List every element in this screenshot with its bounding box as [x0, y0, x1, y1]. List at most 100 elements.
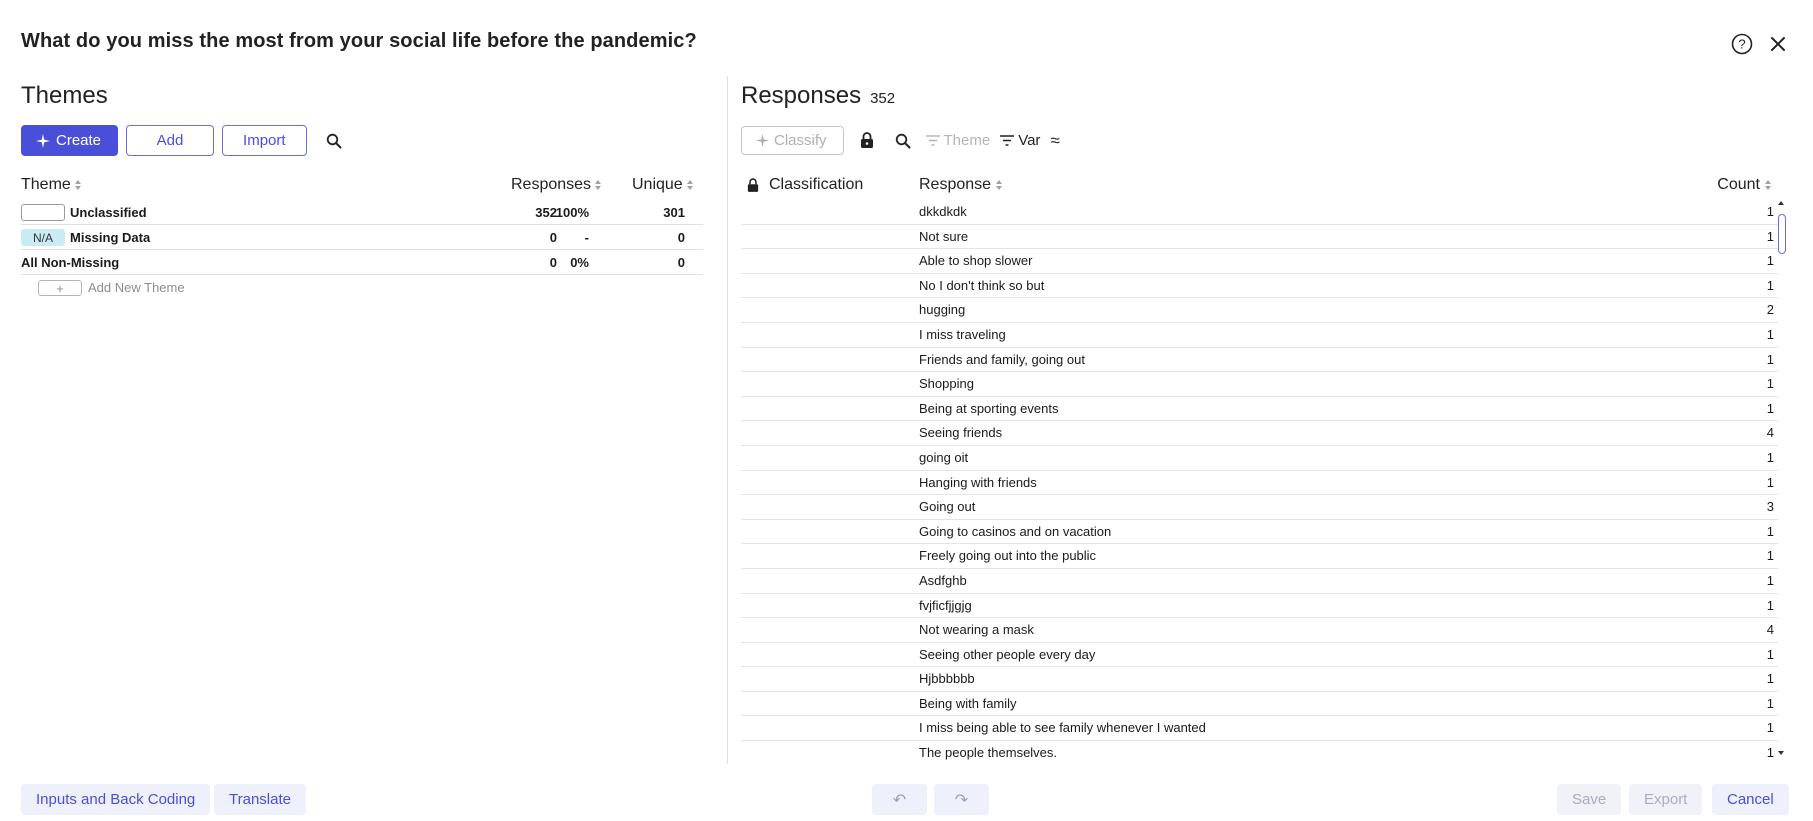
response-text: Seeing other people every day [919, 646, 1096, 662]
themes-panel: Themes Create Add Import Theme Responses… [21, 82, 703, 762]
table-row[interactable]: going oit 1 [741, 446, 1778, 471]
table-row[interactable]: I miss traveling 1 [741, 323, 1778, 348]
themes-table-header: Theme Responses Unique [21, 176, 703, 200]
table-row[interactable]: Shopping 1 [741, 372, 1778, 397]
export-button[interactable]: Export [1629, 784, 1703, 815]
table-row[interactable]: No I don't think so but 1 [741, 274, 1778, 299]
add-theme-button[interactable]: Add [126, 125, 215, 156]
response-text: Shopping [919, 376, 974, 392]
table-row[interactable]: Hanging with friends 1 [741, 471, 1778, 496]
theme-row-all-non-missing[interactable]: All Non-Missing 0 0% 0 [21, 250, 703, 275]
table-row[interactable]: The people themselves. 1 [741, 741, 1778, 760]
theme-name: Missing Data [70, 230, 151, 245]
scroll-thumb[interactable] [1778, 214, 1786, 254]
responses-scrollbar[interactable] [1777, 200, 1787, 760]
redo-icon[interactable]: ↷ [934, 784, 989, 815]
response-text: dkkdkdk [919, 204, 967, 219]
response-text: going oit [919, 449, 969, 465]
lock-icon [747, 177, 759, 192]
table-row[interactable]: Friends and family, going out 1 [741, 348, 1778, 373]
theme-column-header[interactable]: Theme [21, 176, 82, 194]
table-row[interactable]: Being with family 1 [741, 692, 1778, 717]
table-row[interactable]: Not wearing a mask 4 [741, 618, 1778, 643]
table-row[interactable]: I miss being able to see family whenever… [741, 716, 1778, 742]
theme-row-unclassified[interactable]: Unclassified 352 100% 301 [21, 200, 703, 225]
add-new-theme-row[interactable]: + Add New Theme [21, 275, 703, 300]
table-row[interactable]: Seeing friends 4 [741, 421, 1778, 446]
response-count: 1 [1766, 400, 1774, 416]
plus-icon[interactable]: + [38, 280, 82, 296]
themes-table-body: Unclassified 352 100% 301 N/A Missing Da… [21, 200, 703, 300]
translate-button[interactable]: Translate [214, 784, 306, 815]
response-count: 1 [1766, 523, 1774, 539]
var-filter-label: Var [1018, 132, 1041, 149]
response-text: hugging [919, 302, 966, 318]
close-icon[interactable] [1765, 31, 1791, 57]
table-row[interactable]: Going to casinos and on vacation 1 [741, 520, 1778, 545]
classify-button[interactable]: Classify [741, 126, 844, 155]
response-text: Freely going out into the public [919, 548, 1097, 564]
import-themes-button[interactable]: Import [222, 125, 307, 156]
save-button[interactable]: Save [1557, 784, 1622, 815]
unique-column-label: Unique [632, 176, 683, 193]
cancel-button[interactable]: Cancel [1712, 784, 1789, 815]
table-row[interactable]: Being at sporting events 1 [741, 397, 1778, 422]
sort-icon [996, 180, 1003, 190]
undo-icon[interactable]: ↶ [872, 784, 927, 815]
create-label: Create [56, 132, 102, 149]
table-row[interactable]: dkkdkdk 1 [741, 200, 1778, 225]
response-count: 1 [1766, 671, 1774, 687]
theme-name: All Non-Missing [21, 255, 120, 270]
response-count: 3 [1766, 499, 1774, 515]
response-count: 1 [1766, 326, 1774, 342]
table-row[interactable]: Asdfghb 1 [741, 569, 1778, 594]
approx-icon[interactable]: ≈ [1050, 130, 1060, 150]
sort-icon [686, 180, 693, 190]
sparkle-icon [756, 134, 769, 147]
lock-icon[interactable] [854, 128, 880, 154]
theme-color-swatch[interactable] [21, 204, 65, 221]
help-circle-icon[interactable]: ? [1729, 31, 1755, 57]
responses-column-header[interactable]: Responses [511, 176, 602, 194]
response-count: 1 [1766, 376, 1774, 392]
response-count: 4 [1766, 622, 1774, 638]
table-row[interactable]: Able to shop slower 1 [741, 249, 1778, 274]
search-icon[interactable] [321, 128, 347, 154]
responses-table-header: Classification Response Count [741, 176, 1778, 200]
theme-unique-count: 0 [677, 230, 685, 245]
add-new-theme-label[interactable]: Add New Theme [88, 280, 185, 295]
theme-row-missing-data[interactable]: N/A Missing Data 0 - 0 [21, 225, 703, 250]
table-row[interactable]: fvjficfjjgjg 1 [741, 594, 1778, 619]
response-count: 1 [1766, 720, 1774, 736]
panel-divider[interactable] [727, 76, 728, 764]
table-row[interactable]: Hjbbbbbb 1 [741, 667, 1778, 692]
response-text: Seeing friends [919, 425, 1003, 441]
scroll-up-icon[interactable] [1777, 200, 1785, 206]
search-icon[interactable] [890, 128, 916, 154]
filter-icon [925, 135, 940, 146]
inputs-back-coding-button[interactable]: Inputs and Back Coding [21, 784, 211, 815]
table-row[interactable]: hugging 2 [741, 298, 1778, 323]
response-text: Friends and family, going out [919, 351, 1085, 367]
create-theme-button[interactable]: Create [21, 125, 119, 156]
table-row[interactable]: Freely going out into the public 1 [741, 544, 1778, 569]
filter-icon [1000, 135, 1015, 146]
response-text: Being at sporting events [919, 400, 1059, 416]
scroll-down-icon[interactable] [1777, 750, 1785, 756]
response-text: fvjficfjjgjg [919, 597, 972, 613]
response-count: 1 [1766, 228, 1774, 244]
table-row[interactable]: Seeing other people every day 1 [741, 643, 1778, 668]
classification-column-header[interactable]: Classification [747, 176, 863, 194]
response-count: 1 [1766, 646, 1774, 662]
var-filter[interactable]: Var [1000, 132, 1040, 149]
theme-unique-count: 0 [677, 255, 685, 270]
response-column-header[interactable]: Response [919, 176, 1003, 194]
table-row[interactable]: Not sure 1 [741, 225, 1778, 250]
table-row[interactable]: Going out 3 [741, 495, 1778, 520]
theme-response-count: 352 [535, 205, 557, 220]
count-column-header[interactable]: Count [1717, 176, 1772, 194]
responses-table-body: dkkdkdk 1 Not sure 1 Able to shop slower 1 No … [741, 200, 1778, 760]
theme-filter[interactable]: Theme [925, 132, 990, 149]
unique-column-header[interactable]: Unique [632, 176, 694, 194]
responses-count: 352 [870, 90, 896, 107]
